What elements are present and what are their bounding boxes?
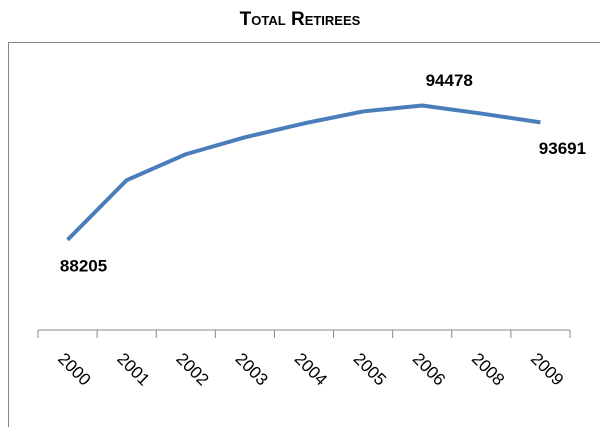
x-tick-label: 2005 — [350, 349, 390, 389]
x-tick-label: 2009 — [527, 349, 567, 389]
x-tick-label: 2004 — [291, 349, 331, 389]
chart-title: Total Retirees — [240, 9, 361, 30]
chart-frame — [8, 42, 600, 427]
x-tick-label: 2003 — [232, 349, 272, 389]
x-tick-label: 2006 — [409, 349, 449, 389]
data-label: 93691 — [539, 139, 586, 158]
x-tick-label: 2002 — [172, 349, 212, 389]
data-label: 94478 — [426, 71, 473, 90]
x-tick-label: 2001 — [113, 349, 153, 389]
x-tick-label: 2008 — [468, 349, 508, 389]
x-tick-label: 2000 — [54, 349, 94, 389]
data-label: 88205 — [60, 256, 107, 275]
data-line — [66, 103, 541, 242]
